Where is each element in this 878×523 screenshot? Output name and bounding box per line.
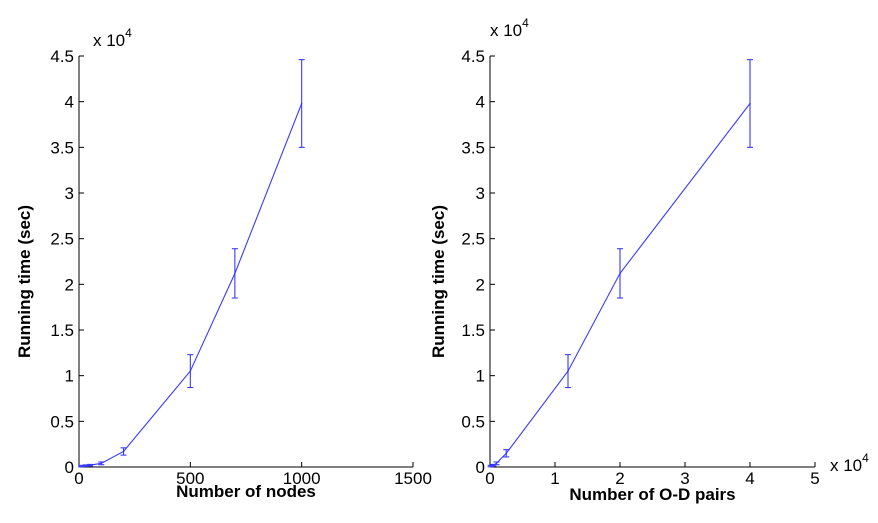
y-axis-exponent: x 104 — [93, 26, 132, 50]
y-tick-label: 3.5 — [461, 138, 485, 157]
x-exponent-power: 4 — [862, 451, 869, 465]
x-tick-label: 1000 — [283, 469, 321, 488]
y-tick-label: 4.5 — [50, 47, 74, 66]
y-tick-label: 1 — [65, 367, 74, 386]
data-point — [749, 102, 751, 105]
y-tick-label: 3 — [476, 184, 485, 203]
x-tick-label: 0 — [74, 469, 83, 488]
y-tick-label: 4 — [476, 93, 485, 112]
data-point — [495, 462, 498, 465]
x-tick-label: 5 — [810, 469, 819, 488]
y-tick-label: 0 — [476, 458, 485, 477]
y-exponent-power: 4 — [125, 26, 132, 40]
y-axis-label: Running time (sec) — [429, 205, 448, 358]
y-tick-label: 2.5 — [50, 230, 74, 249]
data-point — [100, 462, 103, 465]
x-axis-label: Number of O-D pairs — [569, 485, 735, 504]
x-tick-label: 4 — [745, 469, 754, 488]
y-exponent-power: 4 — [522, 16, 529, 30]
x-tick-label: 0 — [485, 469, 494, 488]
data-point — [80, 465, 83, 467]
y-axis-label: Running time (sec) — [15, 205, 34, 358]
y-exponent-base: x 10 — [93, 31, 125, 50]
x-tick-label: 1 — [550, 469, 559, 488]
x-axis-exponent: x 104 — [830, 451, 869, 475]
y-tick-label: 4 — [65, 93, 74, 112]
y-tick-label: 3.5 — [50, 138, 74, 157]
data-point — [234, 272, 236, 275]
y-tick-label: 0.5 — [461, 412, 485, 431]
x-tick-label: 500 — [176, 469, 204, 488]
y-tick-label: 0 — [65, 458, 74, 477]
x-exponent-base: x 10 — [830, 456, 862, 475]
y-tick-label: 1 — [476, 367, 485, 386]
x-tick-label: 2 — [615, 469, 624, 488]
y-exponent-base: x 10 — [490, 21, 522, 40]
y-tick-label: 4.5 — [461, 47, 485, 66]
y-axis-exponent: x 104 — [490, 16, 529, 40]
data-point — [619, 272, 621, 275]
data-point — [84, 464, 87, 467]
x-tick-label: 3 — [680, 469, 689, 488]
x-axis-label: Number of nodes — [176, 482, 316, 501]
y-tick-label: 3 — [65, 184, 74, 203]
data-point — [189, 370, 192, 372]
y-tick-label: 1.5 — [50, 321, 74, 340]
series-line — [81, 103, 303, 467]
data-point — [505, 452, 508, 455]
y-tick-label: 1.5 — [461, 321, 485, 340]
data-point — [122, 450, 125, 453]
y-tick-label: 2 — [476, 275, 485, 294]
data-point — [300, 102, 303, 105]
y-tick-label: 0.5 — [50, 412, 74, 431]
y-tick-label: 2.5 — [461, 230, 485, 249]
y-tick-label: 2 — [65, 275, 74, 294]
data-point — [89, 464, 91, 466]
data-point — [567, 370, 569, 372]
x-tick-label: 1500 — [394, 469, 432, 488]
